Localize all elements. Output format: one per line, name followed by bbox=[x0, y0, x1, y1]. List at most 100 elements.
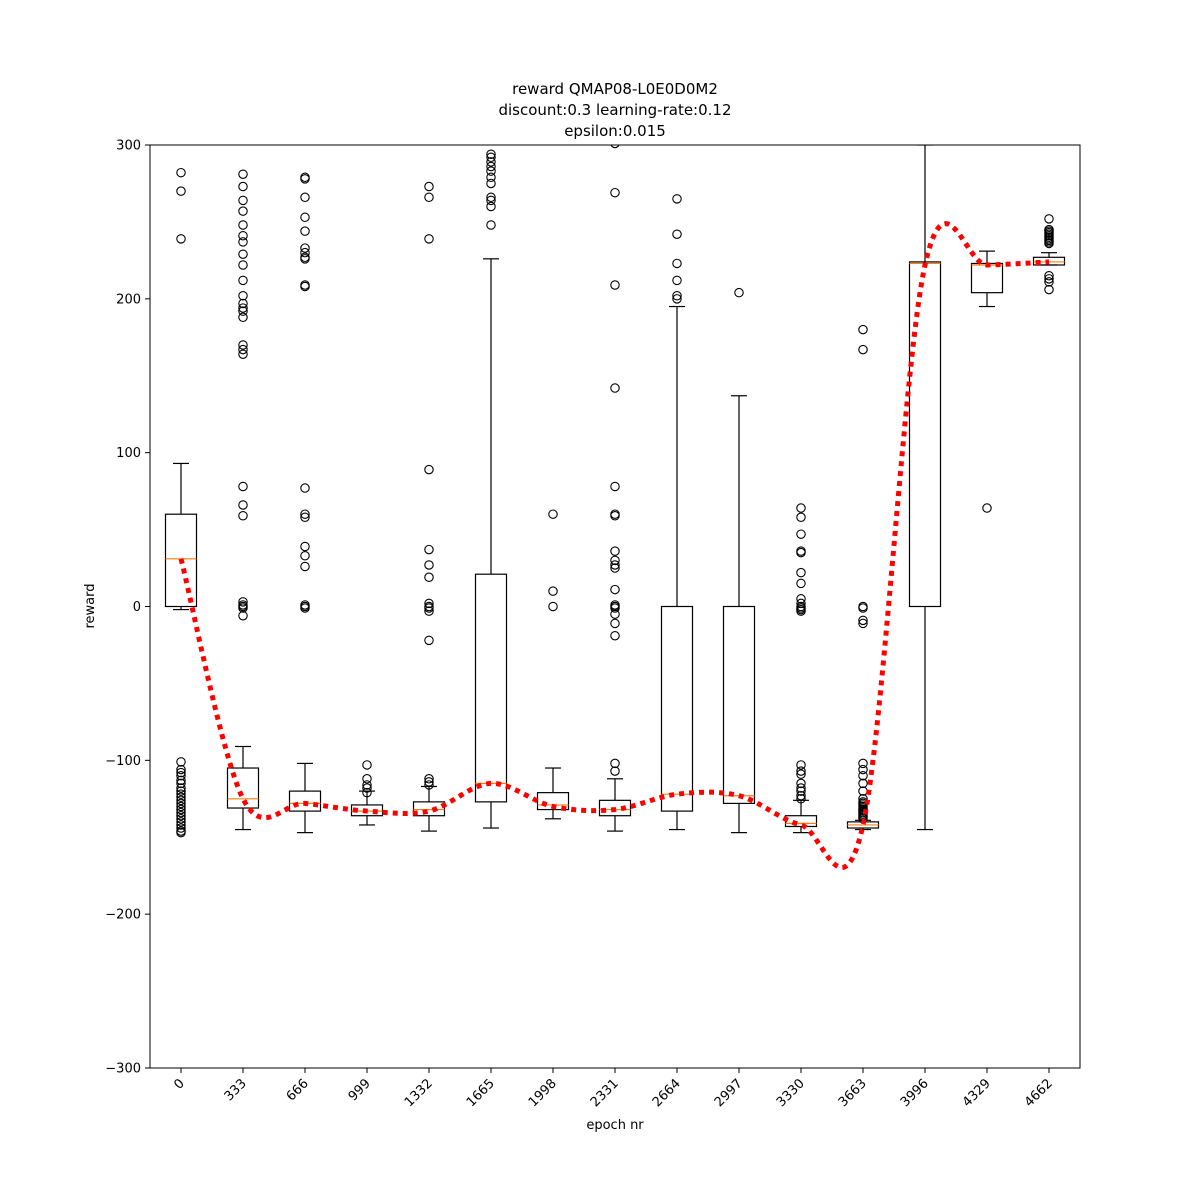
x-tick-label: 0 bbox=[171, 1076, 187, 1092]
box-group-0 bbox=[164, 167, 198, 838]
outlier-point bbox=[238, 260, 248, 270]
outlier-point bbox=[486, 149, 496, 159]
outlier-point bbox=[796, 594, 806, 604]
box bbox=[350, 804, 384, 817]
outlier-point bbox=[176, 783, 186, 793]
y-tick-label: 300 bbox=[116, 139, 141, 154]
box-group-999 bbox=[350, 760, 384, 826]
y-axis-label: reward bbox=[83, 583, 98, 628]
outlier-point bbox=[176, 757, 186, 767]
outlier-point bbox=[796, 512, 806, 523]
outlier-point bbox=[176, 789, 186, 799]
outlier-point bbox=[176, 804, 186, 815]
outlier-point bbox=[176, 167, 186, 178]
outlier-point bbox=[362, 760, 372, 770]
outlier-point bbox=[424, 560, 434, 570]
outlier-point bbox=[362, 774, 372, 784]
x-tick-label: 999 bbox=[346, 1076, 374, 1104]
outlier-point bbox=[238, 249, 248, 259]
outlier-point bbox=[610, 618, 620, 629]
box-group-2664 bbox=[660, 194, 694, 831]
box-group-666 bbox=[288, 172, 322, 834]
chart-title-line-3: epsilon:0.015 bbox=[564, 122, 666, 140]
outlier-point bbox=[858, 324, 868, 335]
outlier-point bbox=[1044, 284, 1054, 295]
box bbox=[598, 799, 632, 817]
outlier-point bbox=[610, 766, 620, 776]
x-tick-label: 1332 bbox=[402, 1076, 436, 1110]
outlier-point bbox=[610, 555, 620, 566]
box-group-3996 bbox=[908, 145, 942, 831]
box-group-333 bbox=[226, 169, 260, 831]
outlier-point bbox=[238, 306, 248, 316]
outlier-point bbox=[796, 778, 806, 789]
outlier-point bbox=[486, 192, 496, 203]
outlier-point bbox=[424, 464, 434, 475]
outlier-point bbox=[176, 817, 186, 827]
outlier-point bbox=[300, 226, 310, 236]
x-tick-label: 3330 bbox=[774, 1076, 808, 1110]
outlier-point bbox=[1044, 214, 1054, 224]
outlier-point bbox=[796, 529, 806, 539]
outlier-point bbox=[610, 630, 620, 641]
chart-title-line-2: discount:0.3 learning-rate:0.12 bbox=[498, 101, 731, 119]
outlier-point bbox=[486, 166, 496, 176]
outlier-point bbox=[672, 294, 682, 304]
y-tick-label: 200 bbox=[116, 292, 141, 307]
box-group-2997 bbox=[722, 287, 756, 834]
plot-content bbox=[164, 145, 1066, 870]
outlier-point bbox=[300, 550, 310, 561]
outlier-point bbox=[858, 770, 868, 781]
outlier-point bbox=[238, 510, 248, 521]
outlier-point bbox=[610, 603, 620, 613]
outlier-point bbox=[238, 349, 248, 359]
outlier-point bbox=[176, 186, 186, 196]
x-axis-label: epoch nr bbox=[586, 1118, 644, 1133]
outlier-point bbox=[858, 778, 868, 789]
outlier-point bbox=[858, 603, 868, 613]
outlier-point bbox=[238, 237, 248, 247]
outlier-point bbox=[176, 764, 186, 775]
box-group-2331 bbox=[598, 145, 632, 832]
box bbox=[474, 573, 508, 803]
outlier-point bbox=[858, 786, 868, 796]
x-tick-label: 4662 bbox=[1022, 1076, 1056, 1110]
outlier-point bbox=[300, 509, 310, 519]
outlier-point bbox=[238, 181, 248, 192]
outlier-point bbox=[1044, 277, 1054, 287]
outlier-point bbox=[424, 777, 434, 787]
outlier-point bbox=[672, 275, 682, 286]
box bbox=[164, 513, 198, 608]
outlier-point bbox=[424, 598, 434, 609]
box bbox=[412, 801, 446, 817]
outlier-point bbox=[796, 547, 806, 558]
outlier-point bbox=[610, 609, 620, 619]
box bbox=[784, 815, 818, 828]
trend-line bbox=[178, 221, 1050, 870]
outlier-point bbox=[796, 766, 806, 776]
outlier-point bbox=[238, 610, 248, 621]
outlier-point bbox=[238, 206, 248, 216]
outlier-point bbox=[734, 287, 744, 298]
x-tick-label: 1998 bbox=[526, 1076, 560, 1110]
outlier-point bbox=[238, 291, 248, 301]
outlier-point bbox=[362, 780, 372, 790]
outlier-point bbox=[796, 769, 806, 779]
outlier-point bbox=[238, 597, 248, 607]
y-tick-label: 0 bbox=[133, 600, 141, 615]
outlier-point bbox=[610, 758, 620, 769]
outlier-point bbox=[176, 792, 186, 803]
outlier-point bbox=[238, 169, 248, 179]
outlier-point bbox=[300, 254, 310, 264]
box-group-1998 bbox=[536, 509, 570, 820]
outlier-point bbox=[238, 303, 248, 313]
outlier-point bbox=[796, 790, 806, 801]
box-group-1665 bbox=[474, 149, 508, 829]
x-tick-label: 3996 bbox=[898, 1076, 932, 1110]
outlier-point bbox=[424, 572, 434, 583]
plot-area: −300 −200 −100 0 100 200 300 0 333 666 999 1332 1665… bbox=[105, 139, 1081, 1110]
outlier-point bbox=[300, 561, 310, 572]
y-tick-label: −300 bbox=[105, 1062, 141, 1077]
outlier-point bbox=[486, 201, 496, 212]
